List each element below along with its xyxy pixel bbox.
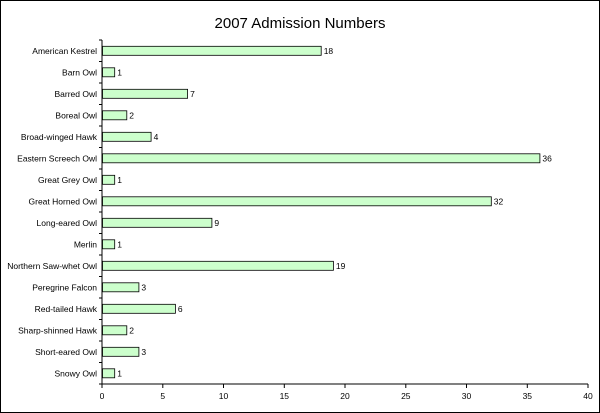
- bar-great-horned-owl: [102, 196, 492, 207]
- data-label: 6: [178, 304, 183, 314]
- data-label: 3: [141, 347, 146, 357]
- category-label: Sharp-shinned Hawk: [18, 325, 98, 335]
- category-label: Northern Saw-whet Owl: [7, 261, 97, 271]
- category-label: Red-tailed Hawk: [35, 304, 98, 314]
- bar-barn-owl: [102, 67, 116, 78]
- category-label: Great Grey Owl: [38, 175, 97, 185]
- category-label: Great Horned Owl: [29, 196, 98, 206]
- category-label: Peregrine Falcon: [32, 282, 97, 292]
- bar-great-grey-owl: [102, 174, 116, 185]
- bar-eastern-screech-owl: [102, 153, 541, 164]
- bar-red-tailed-hawk: [102, 303, 176, 314]
- x-tick-label: 40: [583, 391, 593, 401]
- category-label: Short-eared Owl: [35, 347, 97, 357]
- category-label: Boreal Owl: [55, 110, 97, 120]
- bar-snowy-owl: [102, 368, 116, 379]
- bar-broad-winged-hawk: [102, 131, 152, 142]
- x-tick-label: 25: [401, 391, 411, 401]
- bar-sharp-shinned-hawk: [102, 325, 128, 336]
- category-label: Long-eared Owl: [37, 218, 98, 228]
- data-label: 3: [141, 282, 146, 292]
- x-tick-label: 0: [100, 391, 105, 401]
- data-label: 1: [117, 175, 122, 185]
- category-label: Barn Owl: [62, 67, 97, 77]
- x-tick-label: 15: [280, 391, 290, 401]
- data-label: 18: [324, 46, 334, 56]
- x-tick-label: 20: [340, 391, 350, 401]
- data-label: 1: [117, 239, 122, 249]
- data-label: 19: [336, 261, 346, 271]
- data-label: 1: [117, 67, 122, 77]
- category-label: Barred Owl: [54, 89, 97, 99]
- category-label: Merlin: [74, 239, 97, 249]
- axes: American Kestrel Barn Owl Barred Owl Boreal…: [7, 39, 593, 401]
- category-label: Broad-winged Hawk: [21, 132, 98, 142]
- x-tick-label: 30: [462, 391, 472, 401]
- category-label: American Kestrel: [32, 46, 97, 56]
- bar-northern-saw-whet-owl: [102, 260, 334, 271]
- data-label: 4: [154, 132, 159, 142]
- x-tick-label: 10: [219, 391, 229, 401]
- bar-boreal-owl: [102, 110, 128, 121]
- data-label: 9: [214, 218, 219, 228]
- chart-title: 2007 Admission Numbers: [215, 15, 386, 32]
- bar-short-eared-owl: [102, 346, 140, 357]
- data-label: 36: [542, 153, 552, 163]
- x-tick-label: 5: [160, 391, 165, 401]
- category-label: Eastern Screech Owl: [17, 153, 97, 163]
- bar-merlin: [102, 239, 116, 250]
- bar-american-kestrel: [102, 45, 322, 56]
- category-label: Snowy Owl: [54, 368, 97, 378]
- bar-barred-owl: [102, 88, 188, 99]
- x-tick-label: 35: [523, 391, 533, 401]
- bar-long-eared-owl: [102, 217, 213, 228]
- data-label: 1: [117, 368, 122, 378]
- data-label: 2: [129, 325, 134, 335]
- data-label: 2: [129, 110, 134, 120]
- data-label: 7: [190, 89, 195, 99]
- bar-peregrine-falcon: [102, 282, 140, 293]
- data-label: 32: [494, 196, 504, 206]
